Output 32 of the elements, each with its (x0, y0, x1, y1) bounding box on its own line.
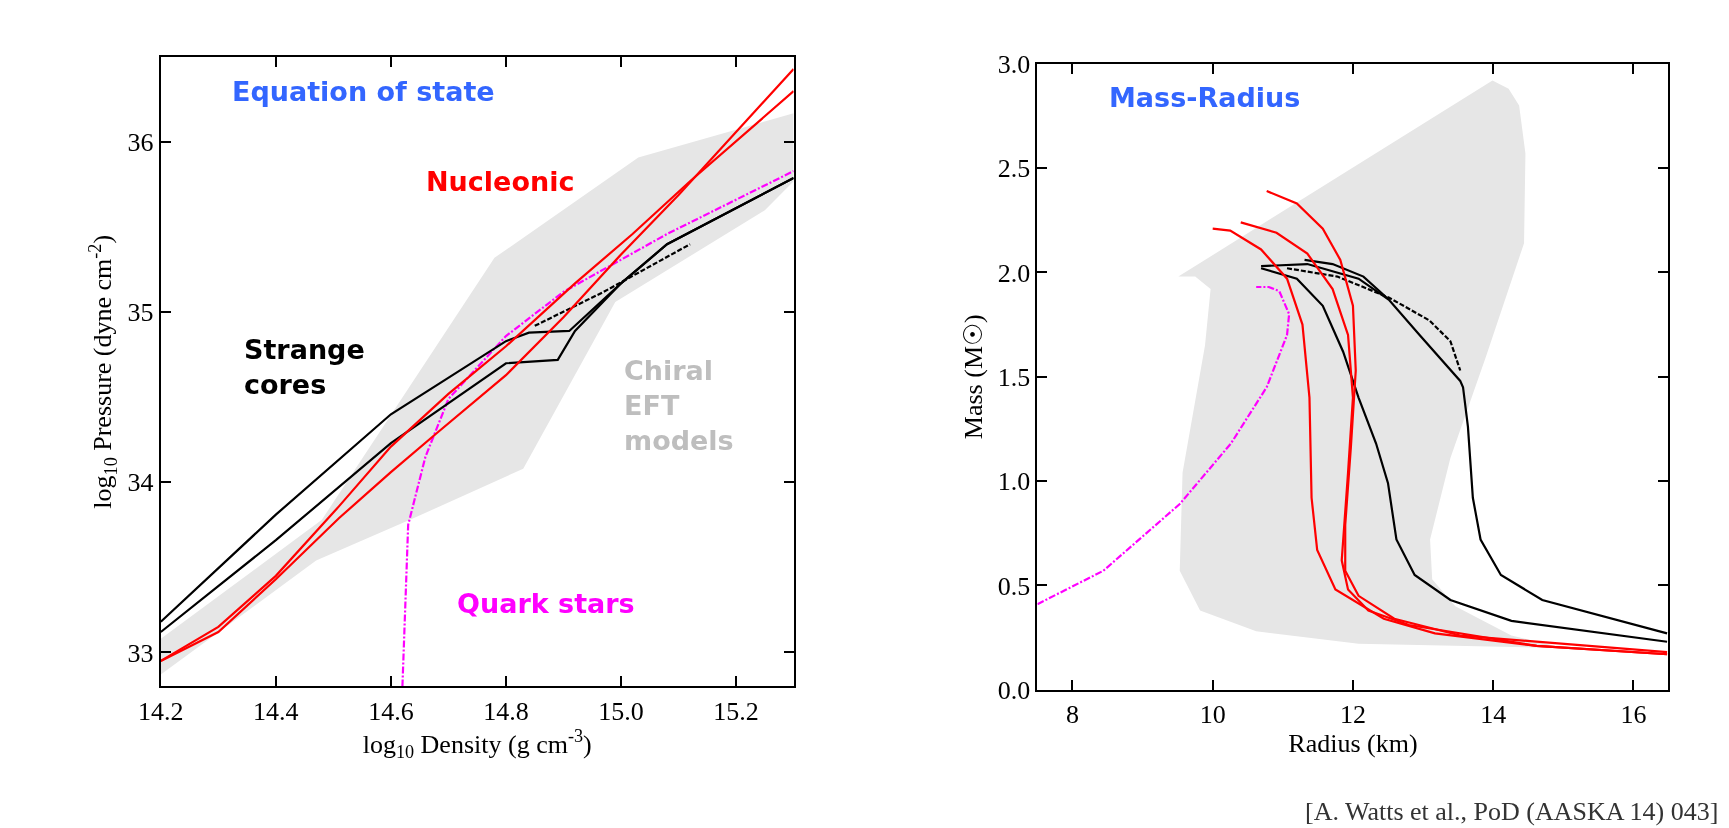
x-tick-label: 14.4 (253, 696, 299, 726)
x-tick-label: 14.2 (138, 696, 184, 726)
y-tick-label: 1.0 (997, 467, 1031, 497)
y-tick-label: 0.5 (997, 571, 1031, 601)
y-tick-label: 36 (127, 128, 154, 158)
y-tick-label: 35 (127, 298, 154, 328)
text: Mass-Radius (1109, 82, 1301, 113)
text: Nucleonic (426, 166, 575, 197)
series-label: Strange cores (244, 334, 365, 401)
text: [A. Watts et al., PoD (AASKA 14) 043] (1305, 797, 1719, 826)
y-axis-title: Mass (M☉) (958, 314, 988, 440)
x-tick-label: 10 (1199, 699, 1226, 729)
x-tick-label: 8 (1065, 699, 1079, 729)
y-tick-label: 34 (127, 468, 154, 498)
y-tick-label: 1.5 (997, 362, 1031, 392)
series-label: Quark stars (457, 588, 635, 619)
y-tick-label: 2.0 (997, 258, 1031, 288)
x-axis-title: Radius (km) (1288, 728, 1418, 758)
y-tick-label: 2.5 (997, 154, 1031, 184)
x-axis-title: log$_{10}$ Density (g cm$^{-3}$) (362, 725, 592, 762)
x-tick-label: 14 (1480, 699, 1507, 729)
x-tick-label: 15.0 (598, 696, 644, 726)
y-tick-label: 3.0 (997, 49, 1031, 79)
x-tick-label: 12 (1339, 699, 1366, 729)
series-label: Chiral EFT models (624, 355, 734, 457)
x-tick-label: 14.8 (483, 696, 529, 726)
y-tick-label: 33 (127, 638, 154, 668)
y-tick-label: 0.0 (997, 675, 1031, 705)
x-tick-label: 16 (1620, 699, 1647, 729)
x-tick-label: 14.6 (368, 696, 414, 726)
x-tick-label: 15.2 (713, 696, 759, 726)
text: Equation of state (232, 76, 495, 107)
